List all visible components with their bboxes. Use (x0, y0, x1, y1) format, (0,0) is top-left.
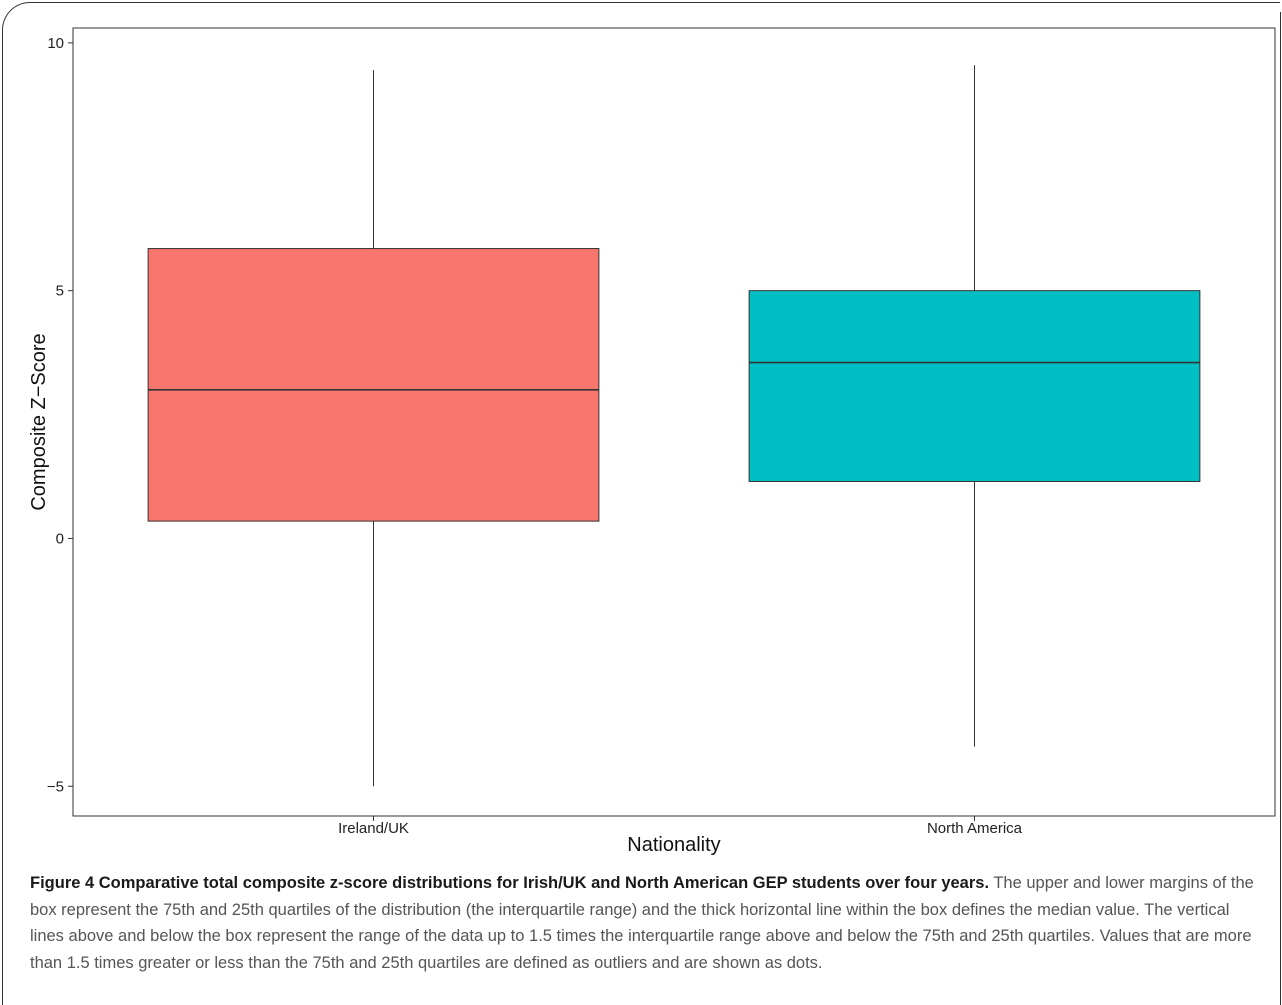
x-tick-label: Ireland/UK (338, 820, 409, 837)
boxplot-chart: −5 0 5 10 Ireland/UK North America Composite… (28, 27, 1276, 856)
caption-title: Figure 4 Comparative total composite z-s… (30, 874, 990, 892)
box-group (748, 65, 1201, 747)
iqr-box (748, 290, 1201, 482)
figure-frame-right-edge (1280, 12, 1281, 1005)
x-axis-title: Nationality (627, 834, 720, 856)
y-tick-label: −5 (47, 778, 64, 795)
caption-body: The upper and lower margins of the box r… (30, 874, 1254, 972)
y-tick-label: 5 (56, 283, 64, 300)
y-tick-label: 10 (47, 35, 64, 52)
y-axis: −5 0 5 10 (47, 35, 73, 795)
x-axis: Ireland/UK North America (338, 816, 1023, 837)
x-tick-label: North America (927, 820, 1023, 837)
figure-caption: Figure 4 Comparative total composite z-s… (30, 870, 1265, 976)
iqr-box (147, 248, 600, 522)
box-series (147, 65, 1201, 787)
y-tick-label: 0 (56, 530, 64, 547)
y-axis-title: Composite Z−Score (28, 333, 50, 510)
box-group (147, 70, 600, 787)
